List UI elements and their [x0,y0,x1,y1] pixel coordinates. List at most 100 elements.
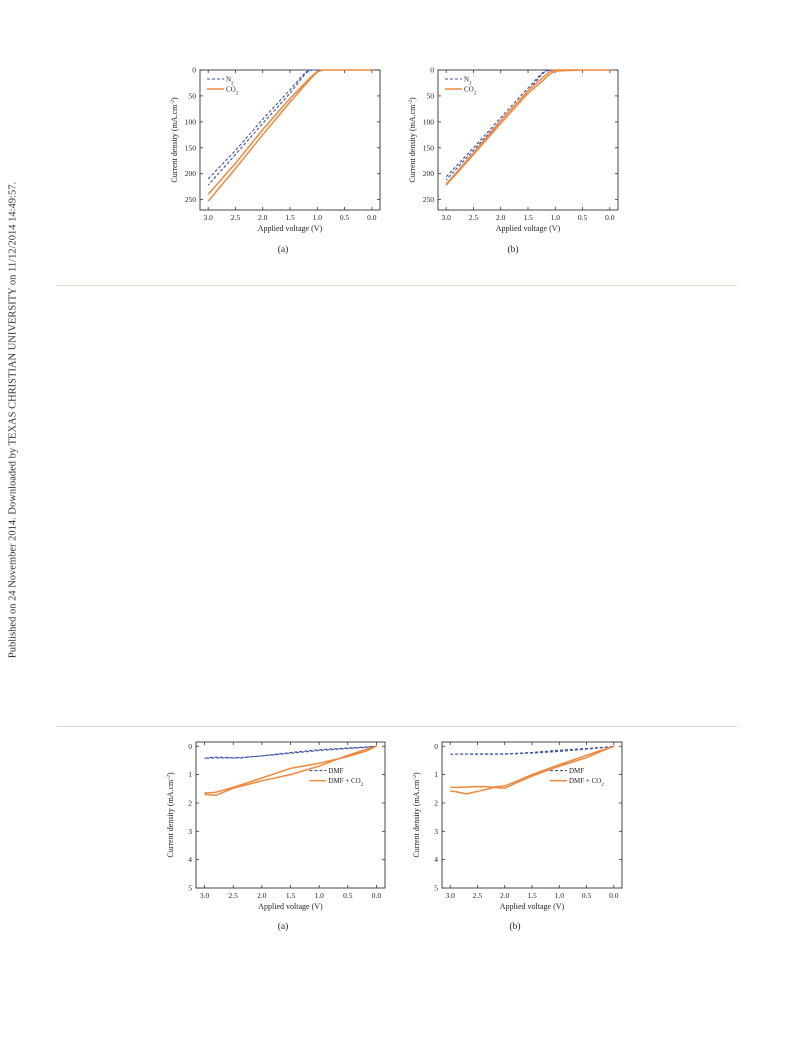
y-tick-label: 4 [434,855,438,864]
x-axis-label: Applied voltage (V) [258,224,323,233]
x-tick-label: 0.0 [609,891,619,900]
y-axis-label-tail: ) [408,97,417,100]
legend-label-subscript: 2 [601,783,604,788]
x-tick-label: 0.0 [367,213,377,222]
x-tick-label: 3.0 [203,213,213,222]
chart-bottom-a: 3.0 2.5 2.0 1.5 1.0 0.5 0.0 0 1 2 3 4 5 Applied volta… [166,741,386,911]
legend-label: DMF + CO2 [569,777,604,788]
y-tick-label: 150 [185,143,197,152]
y-tick-label: 4 [188,855,192,864]
chart-bottom-b: 3.0 2.5 2.0 1.5 1.0 0.5 0.0 0 1 2 3 4 5 Applied volta… [412,741,623,911]
x-tick-label: 0.5 [582,891,592,900]
subfigure-label-bottom-a: (a) [277,922,289,932]
y-tick-label: 100 [185,117,197,126]
y-tick-label: 5 [434,884,438,893]
x-tick-label: 1.5 [285,213,295,222]
x-tick-label: 1.5 [523,213,533,222]
legend-label: DMF + CO2 [328,777,363,788]
x-tick-label: 1.5 [527,891,537,900]
y-axis-label-tail: ) [412,772,421,775]
y-axis-label: Current density (mA.cm-2) [166,772,175,858]
y-axis-label-superscript: -2 [412,775,418,780]
legend-label: CO2 [226,86,239,97]
download-side-note: Published on 24 November 2014. Downloade… [0,0,26,1039]
y-axis-label-superscript: -2 [170,100,176,105]
series-line-dashed [204,745,377,759]
y-tick-label: 1 [434,770,438,779]
legend-label-subscript: 2 [469,81,472,86]
chart-top-a: 3.0 2.5 2.0 1.5 1.0 0.5 0.0 0 50 100 150 200 250 Appl… [170,66,381,233]
y-tick-label: 100 [423,117,435,126]
subfigure-label-bottom-b: (b) [509,922,521,932]
x-tick-label: 2.0 [496,213,506,222]
plot-frame [195,741,386,889]
legend-label: CO2 [464,86,477,97]
series-line-dashed [450,745,615,755]
x-tick-label: 2.5 [229,891,239,900]
side-note-text: Published on 24 November 2014. Downloade… [7,181,19,659]
y-tick-label: 50 [189,91,197,100]
y-tick-label: 250 [423,195,435,204]
y-tick-label: 5 [188,884,192,893]
y-tick-label: 50 [427,91,435,100]
x-tick-label: 3.0 [200,891,210,900]
x-tick-label: 3.0 [441,213,451,222]
x-tick-label: 2.0 [258,213,268,222]
x-tick-label: 1.0 [313,213,323,222]
y-axis-label: Current density (mA.cm-2) [412,772,421,858]
legend-label: DMF [328,767,343,775]
series-line-solid [204,745,378,797]
subfigure-label-top-b: (b) [507,245,519,255]
legend-label-subscript: 2 [361,783,364,788]
y-tick-label: 200 [423,169,435,178]
x-tick-label: 1.0 [555,891,565,900]
x-tick-label: 0.5 [343,891,353,900]
x-tick-label: 2.5 [473,891,483,900]
x-tick-label: 2.0 [257,891,267,900]
y-tick-label: 0 [434,742,438,751]
page-divider-bottom [57,726,737,727]
series-line-solid [445,69,611,186]
x-tick-label: 1.5 [286,891,296,900]
x-tick-label: 2.5 [469,213,479,222]
y-axis-label-superscript: -2 [408,100,414,105]
y-axis-label: Current density (mA.cm-2) [408,97,417,183]
series-line-solid [207,69,373,202]
y-axis-label-superscript: -2 [166,775,172,780]
y-axis-label: Current density (mA.cm-2) [170,97,179,183]
legend-label-subscript: 2 [474,91,477,96]
y-tick-label: 200 [185,169,197,178]
legend-label-subscript: 2 [231,81,234,86]
legend-label: DMF [569,767,584,775]
x-axis-label: Applied voltage (V) [500,902,565,911]
chart-top-b: 3.0 2.5 2.0 1.5 1.0 0.5 0.0 0 50 100 150 200 250 Appl… [408,66,619,233]
y-tick-label: 0 [430,66,434,75]
x-tick-label: 1.0 [314,891,324,900]
y-axis-label-tail: ) [170,97,179,100]
x-tick-label: 0.5 [340,213,350,222]
x-tick-label: 0.0 [372,891,382,900]
plot-frame [441,741,623,889]
y-tick-label: 250 [185,195,197,204]
x-axis-label: Applied voltage (V) [258,902,323,911]
legend-label: N2 [226,76,234,87]
y-tick-label: 3 [434,827,438,836]
x-axis-label: Applied voltage (V) [496,224,561,233]
x-tick-label: 2.5 [231,213,241,222]
legend-label: N2 [464,76,472,87]
y-tick-label: 0 [192,66,196,75]
legend-label-subscript: 2 [236,91,239,96]
y-tick-label: 3 [188,827,192,836]
y-tick-label: 150 [423,143,435,152]
page-divider-top [57,285,737,286]
y-tick-label: 0 [188,742,192,751]
x-tick-label: 2.0 [500,891,510,900]
x-tick-label: 1.0 [551,213,561,222]
y-axis-label-tail: ) [166,772,175,775]
x-tick-label: 0.5 [578,213,588,222]
x-tick-label: 3.0 [445,891,455,900]
y-tick-label: 2 [434,798,438,807]
y-tick-label: 1 [188,770,192,779]
series-line-solid [450,745,615,795]
subfigure-label-top-a: (a) [277,245,289,255]
